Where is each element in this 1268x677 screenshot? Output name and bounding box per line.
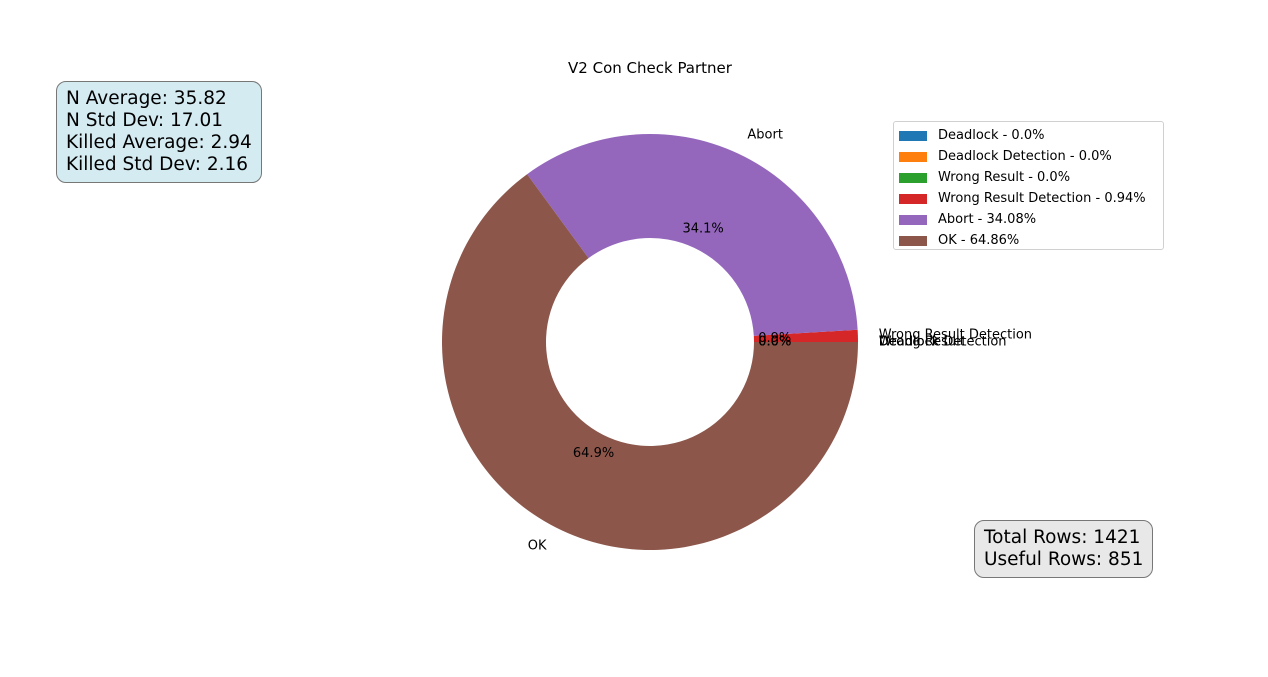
killed-average: Killed Average: 2.94 xyxy=(66,132,252,153)
legend-item-abort: Abort - 34.08% xyxy=(894,209,1163,230)
legend-label: Deadlock - 0.0% xyxy=(938,128,1045,143)
slice-ok xyxy=(442,174,858,550)
slice-abort xyxy=(527,133,858,336)
legend-swatch xyxy=(899,172,927,183)
stats-summary-box: N Average: 35.82 N Std Dev: 17.01 Killed… xyxy=(56,81,262,183)
legend-label: Deadlock Detection - 0.0% xyxy=(938,149,1112,164)
legend-label: OK - 64.86% xyxy=(938,233,1020,248)
legend-item-wrong-result: Wrong Result - 0.0% xyxy=(894,167,1163,188)
percent-label-deadlock: 0.0% xyxy=(758,335,791,350)
slice-label-wrong-result-detection: Wrong Result Detection xyxy=(879,328,1032,343)
n-average: N Average: 35.82 xyxy=(66,88,227,109)
legend-item-deadlock-detection: Deadlock Detection - 0.0% xyxy=(894,146,1163,167)
percent-label-wrong-result: 0.0% xyxy=(758,335,791,350)
percent-label-deadlock-detection: 0.0% xyxy=(758,335,791,350)
legend-item-ok: OK - 64.86% xyxy=(894,230,1163,251)
legend-label: Wrong Result - 0.0% xyxy=(938,170,1071,185)
slice-wrong-result-detection xyxy=(753,329,858,342)
pie-slices xyxy=(442,133,858,550)
legend-swatch xyxy=(899,235,927,246)
legend-swatch xyxy=(899,130,927,141)
chart-title: V2 Con Check Partner xyxy=(568,59,733,77)
useful-rows: Useful Rows: 851 xyxy=(984,549,1144,570)
slice-label-abort: Abort xyxy=(747,127,783,142)
percent-label-wrong-result-detection: 0.9% xyxy=(758,331,791,346)
slice-label-deadlock-detection: Deadlock Detection xyxy=(879,335,1007,350)
legend-swatch xyxy=(899,193,927,204)
slice-label-deadlock: Deadlock xyxy=(879,335,940,350)
legend-swatch xyxy=(899,151,927,162)
percent-label-ok: 64.9% xyxy=(573,446,614,461)
legend-label: Abort - 34.08% xyxy=(938,212,1037,227)
n-std-dev: N Std Dev: 17.01 xyxy=(66,110,223,131)
chart-legend: Deadlock - 0.0% Deadlock Detection - 0.0%… xyxy=(893,121,1164,250)
slice-label-ok: OK xyxy=(528,539,547,554)
legend-item-deadlock: Deadlock - 0.0% xyxy=(894,125,1163,146)
total-rows: Total Rows: 1421 xyxy=(984,527,1141,548)
legend-swatch xyxy=(899,214,927,225)
row-count-box: Total Rows: 1421 Useful Rows: 851 xyxy=(974,520,1154,578)
legend-item-wrong-result-detection: Wrong Result Detection - 0.94% xyxy=(894,188,1163,209)
slice-label-wrong-result: Wrong Result xyxy=(879,335,965,350)
legend-label: Wrong Result Detection - 0.94% xyxy=(938,191,1146,206)
percent-label-abort: 34.1% xyxy=(682,222,723,237)
killed-std-dev: Killed Std Dev: 2.16 xyxy=(66,154,249,175)
pie-percent-labels: 0.0%0.0%0.0%0.9%34.1%64.9% xyxy=(573,222,791,461)
